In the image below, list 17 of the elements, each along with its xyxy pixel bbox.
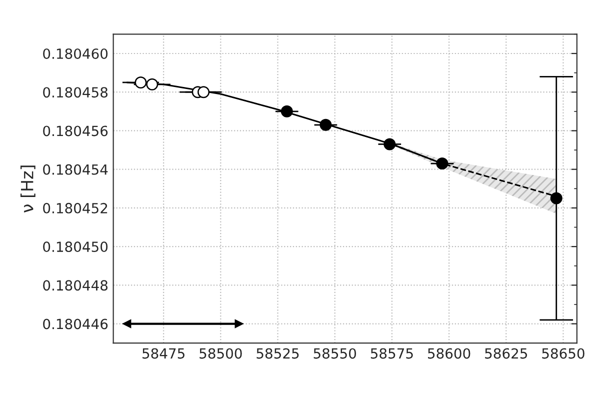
y-tick-label: 0.180446 [43,318,108,330]
x-tick-label: 58525 [256,348,299,359]
x-tick-label: 58575 [370,348,413,359]
y-tick-label: 0.180460 [43,48,108,59]
y-tick-label: 0.180448 [43,280,108,291]
y-tick-label: 0.180458 [43,87,108,98]
y-tick-label: 0.180456 [43,126,108,136]
x-tick-label: 58600 [428,348,470,359]
x-tick-label: 58500 [200,348,242,359]
x-tick-label: 58475 [142,348,184,359]
x-tick-label: 58550 [314,348,356,359]
y-tick-label: 0.180454 [43,164,108,175]
y-axis-title: ν [Hz] [20,166,36,212]
x-tick-label: 58625 [485,348,527,359]
x-tick-label: 58650 [542,348,584,359]
y-tick-label: 0.180450 [43,242,108,252]
y-tick-label: 0.180452 [43,202,108,214]
